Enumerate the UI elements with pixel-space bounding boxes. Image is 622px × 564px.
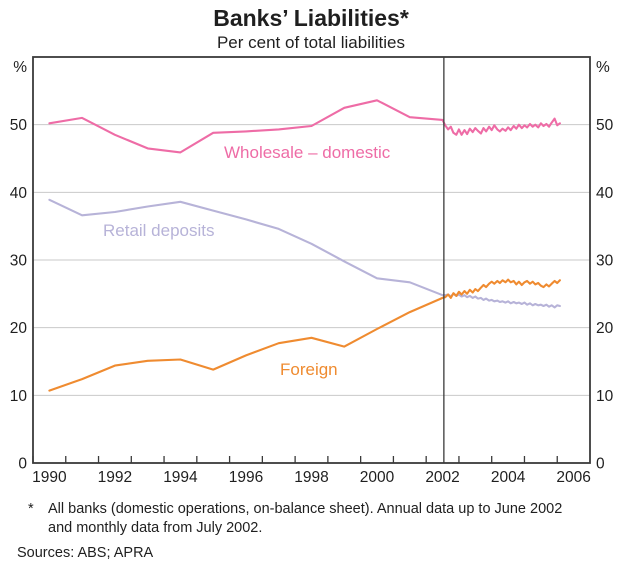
sources-line: Sources: ABS; APRA (17, 545, 154, 561)
y-axis-label-left-20: 20 (10, 320, 28, 337)
y-axis-label-left-0: 0 (18, 456, 27, 473)
y-axis-label-left-40: 40 (10, 185, 28, 202)
footnote-text: All banks (domestic operations, on-balan… (48, 501, 563, 536)
x-axis-label-1992: 1992 (98, 469, 132, 486)
x-axis-label-1998: 1998 (294, 469, 328, 486)
y-axis-unit-left: % (13, 59, 27, 76)
chart-title: Banks’ Liabilities* (213, 5, 409, 31)
series-label-foreign: Foreign (280, 360, 338, 379)
y-axis-label-right-20: 20 (596, 320, 614, 337)
x-axis-label-2006: 2006 (556, 469, 590, 486)
y-axis-label-right-50: 50 (596, 117, 614, 134)
footnote: * All banks (domestic operations, on-bal… (28, 500, 584, 538)
y-axis-label-left-30: 30 (10, 253, 28, 270)
x-axis-label-1994: 1994 (163, 469, 198, 486)
chart-subtitle: Per cent of total liabilities (216, 33, 406, 52)
x-axis-label-1996: 1996 (229, 469, 263, 486)
y-axis-label-right-40: 40 (596, 185, 614, 202)
y-axis-unit-right: % (596, 59, 610, 76)
footnote-marker: * (28, 501, 34, 517)
series-line-wholesale-domestic (48, 99, 561, 154)
x-axis-label-2002: 2002 (425, 469, 459, 486)
y-axis-label-right-30: 30 (596, 253, 614, 270)
series-label-wholesale-domestic: Wholesale – domestic (224, 143, 391, 162)
y-axis-label-right-0: 0 (596, 456, 605, 473)
series-line-foreign (48, 278, 561, 392)
series-line-retail-deposits (48, 198, 561, 309)
plot-frame (32, 56, 591, 464)
y-axis-label-right-10: 10 (596, 388, 614, 405)
x-axis-label-2000: 2000 (360, 469, 395, 486)
x-axis-label-2004: 2004 (491, 469, 526, 486)
y-axis-label-left-10: 10 (10, 388, 28, 405)
series-label-retail-deposits: Retail deposits (103, 221, 215, 240)
x-axis-label-1990: 1990 (32, 469, 67, 486)
y-axis-label-left-50: 50 (10, 117, 28, 134)
